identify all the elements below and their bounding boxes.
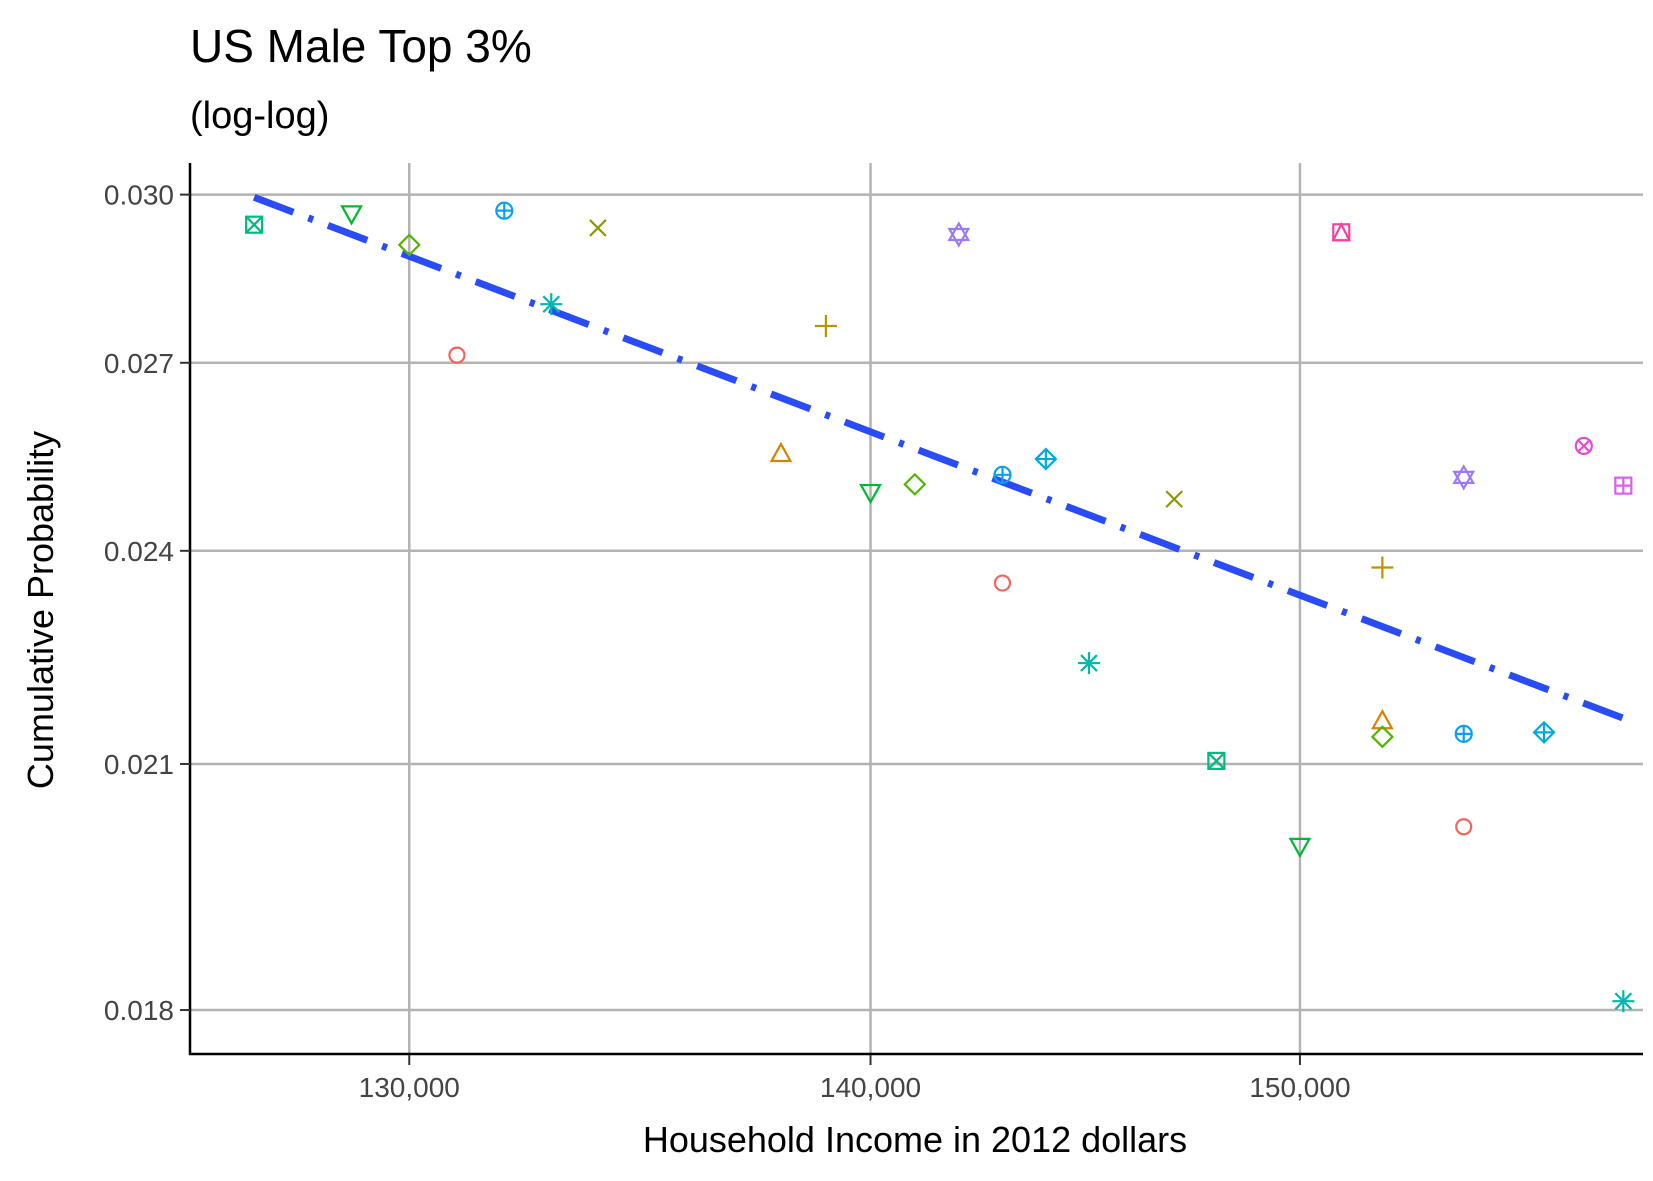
scatter-point bbox=[1452, 464, 1476, 491]
scatter-point bbox=[903, 472, 927, 496]
scatter-point bbox=[1207, 751, 1226, 771]
y-tick-label: 0.027 bbox=[104, 348, 174, 379]
scatter-point bbox=[245, 215, 264, 234]
scatter-point bbox=[859, 483, 882, 505]
scatter-point bbox=[340, 205, 363, 226]
y-tick-label: 0.018 bbox=[104, 995, 174, 1026]
tick-labels-layer: 0.018 0.021 0.024 0.027 0.030 130,000 140,000 1… bbox=[104, 180, 1351, 1103]
scatter-point bbox=[448, 346, 466, 364]
scatter-point bbox=[589, 219, 607, 237]
scatter-point bbox=[1614, 476, 1633, 495]
scatter-point bbox=[397, 233, 421, 257]
chart-subtitle: (log-log) bbox=[190, 95, 329, 137]
scatter-point bbox=[1288, 837, 1312, 859]
scatter-point bbox=[1532, 720, 1556, 744]
scatter-point bbox=[1370, 725, 1394, 749]
x-tick-label: 130,000 bbox=[359, 1072, 460, 1103]
scatter-point bbox=[947, 221, 971, 248]
scatter-point bbox=[495, 201, 514, 220]
fit-line bbox=[252, 194, 1625, 722]
scatter-point bbox=[1077, 652, 1100, 675]
scatter-point bbox=[1574, 436, 1593, 456]
scatter-point bbox=[1165, 490, 1183, 508]
scatter-point bbox=[1455, 818, 1473, 836]
grid-layer bbox=[190, 163, 1643, 1055]
chart-title: US Male Top 3% bbox=[190, 20, 532, 72]
scatter-point bbox=[993, 574, 1012, 592]
scatter-point bbox=[814, 314, 837, 337]
scatter-point bbox=[1034, 447, 1058, 471]
scatter-point bbox=[1612, 990, 1635, 1013]
scatter-point bbox=[993, 465, 1012, 484]
scatter-point bbox=[1371, 556, 1394, 579]
points-layer bbox=[245, 201, 1635, 1013]
y-tick-label: 0.021 bbox=[104, 749, 174, 780]
axis-layer bbox=[188, 163, 1643, 1056]
x-axis-title: Household Income in 2012 dollars bbox=[643, 1119, 1187, 1160]
fit-line-layer bbox=[252, 194, 1625, 722]
x-tick-label: 150,000 bbox=[1249, 1072, 1350, 1103]
scatter-point bbox=[1331, 221, 1352, 242]
y-tick-label: 0.024 bbox=[104, 536, 174, 567]
scatter-point bbox=[540, 293, 563, 316]
scatter-point bbox=[1454, 724, 1473, 743]
y-tick-label: 0.030 bbox=[104, 180, 174, 211]
y-axis-title: Cumulative Probability bbox=[20, 431, 61, 789]
x-tick-label: 140,000 bbox=[820, 1072, 921, 1103]
scatter-point bbox=[769, 441, 793, 463]
